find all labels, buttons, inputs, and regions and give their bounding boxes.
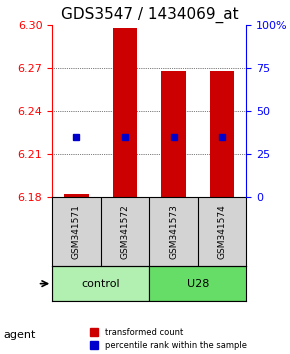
Text: agent: agent — [3, 330, 35, 339]
Bar — [64, 194, 89, 197]
Text: U28: U28 — [187, 279, 209, 289]
Bar — [149, 267, 246, 301]
Title: GDS3547 / 1434069_at: GDS3547 / 1434069_at — [61, 7, 238, 23]
Text: GSM341573: GSM341573 — [169, 204, 178, 259]
Text: GSM341571: GSM341571 — [72, 204, 81, 259]
Bar — [210, 71, 234, 197]
Text: GSM341574: GSM341574 — [218, 205, 227, 259]
Bar — [162, 71, 186, 197]
Legend: transformed count, percentile rank within the sample: transformed count, percentile rank withi… — [86, 325, 250, 353]
Bar — [52, 267, 149, 301]
Text: GSM341572: GSM341572 — [121, 205, 130, 259]
Text: control: control — [81, 279, 120, 289]
Bar — [113, 28, 137, 197]
